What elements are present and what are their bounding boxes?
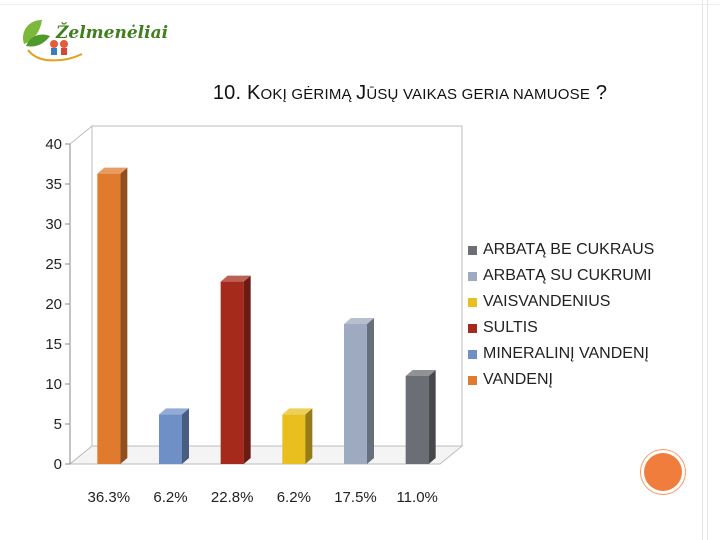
legend-swatch (468, 271, 477, 281)
y-tick-label: 10 (45, 376, 62, 393)
chart-side-wall (69, 124, 93, 466)
x-tick-label: 6.2% (277, 489, 311, 506)
legend-swatch (468, 297, 477, 307)
bar-front (159, 414, 182, 464)
y-tick-label: 20 (45, 296, 62, 313)
bar-front (97, 173, 121, 464)
bar-front (282, 414, 306, 464)
legend-item: SULTIS (468, 315, 654, 341)
title-part-4: ūsų vaikas geria namuose (366, 86, 591, 103)
bar-front (405, 376, 429, 464)
title-part-1: 10. K (212, 82, 261, 104)
y-tick-label: 5 (54, 416, 62, 433)
legend-label: SULTIS (483, 319, 538, 336)
leaf-logo-icon (22, 20, 83, 62)
y-tick-label: 35 (45, 176, 62, 193)
bar-side (367, 318, 374, 464)
legend-swatch (468, 245, 477, 255)
x-tick-label: 6.2% (153, 489, 187, 506)
x-tick-label: 17.5% (334, 489, 377, 506)
bar-top (97, 167, 128, 174)
x-tick-label: 22.8% (211, 489, 254, 506)
legend-label: VANDENĮ (483, 371, 553, 388)
chart-floor (68, 445, 464, 465)
y-tick-label: 0 (54, 456, 62, 473)
bar-top (220, 275, 251, 282)
logo: Želmenėliai (16, 10, 168, 68)
title-part-5: ? (590, 82, 608, 104)
x-tick-label: 11.0% (396, 489, 437, 506)
bar-side (428, 370, 436, 464)
y-tick-label: 25 (45, 256, 62, 273)
legend-swatch (468, 323, 477, 333)
legend-label: VAISVANDENIUS (483, 293, 611, 310)
legend-item: ARBATĄ SU CUKRUMI (468, 263, 654, 289)
title-part-2: okį gėrimą (260, 86, 357, 103)
chart-legend: ARBATĄ BE CUKRAUS ARBATĄ SU CUKRUMI VAISVA… (468, 237, 654, 393)
legend-item: MINERALINĮ VANDENĮ (468, 341, 654, 367)
y-tick-label: 40 (45, 136, 62, 153)
legend-item: VANDENĮ (468, 367, 654, 393)
legend-label: MINERALINĮ VANDENĮ (483, 345, 649, 362)
y-tick-label: 15 (45, 336, 62, 353)
decorative-circle (641, 450, 685, 494)
legend-item: ARBATĄ BE CUKRAUS (468, 237, 654, 263)
bar-top (159, 408, 189, 415)
bar-side (305, 408, 313, 464)
bar-side (243, 275, 251, 464)
y-tick-label: 30 (45, 216, 62, 233)
slide-title: 10. Kokį gėrimą Jūsų vaikas geria namuos… (0, 82, 720, 105)
bar-side (120, 167, 128, 464)
legend-swatch (468, 349, 477, 359)
bar-top (405, 370, 436, 376)
bar-front (344, 324, 367, 464)
x-tick-label: 36.3% (88, 489, 131, 506)
legend-item: VAISVANDENIUS (468, 289, 654, 315)
slide-right-rule (702, 0, 708, 540)
title-part-3: J (356, 82, 367, 104)
legend-swatch (468, 375, 477, 385)
bar-top (344, 318, 374, 324)
logo-text: Želmenėliai (56, 23, 169, 43)
bar-front (220, 281, 244, 464)
slide-top-rule (0, 4, 720, 5)
bar-side (182, 408, 189, 464)
legend-label: ARBATĄ SU CUKRUMI (483, 267, 652, 284)
legend-label: ARBATĄ BE CUKRAUS (483, 241, 655, 258)
bar-top (282, 408, 313, 415)
